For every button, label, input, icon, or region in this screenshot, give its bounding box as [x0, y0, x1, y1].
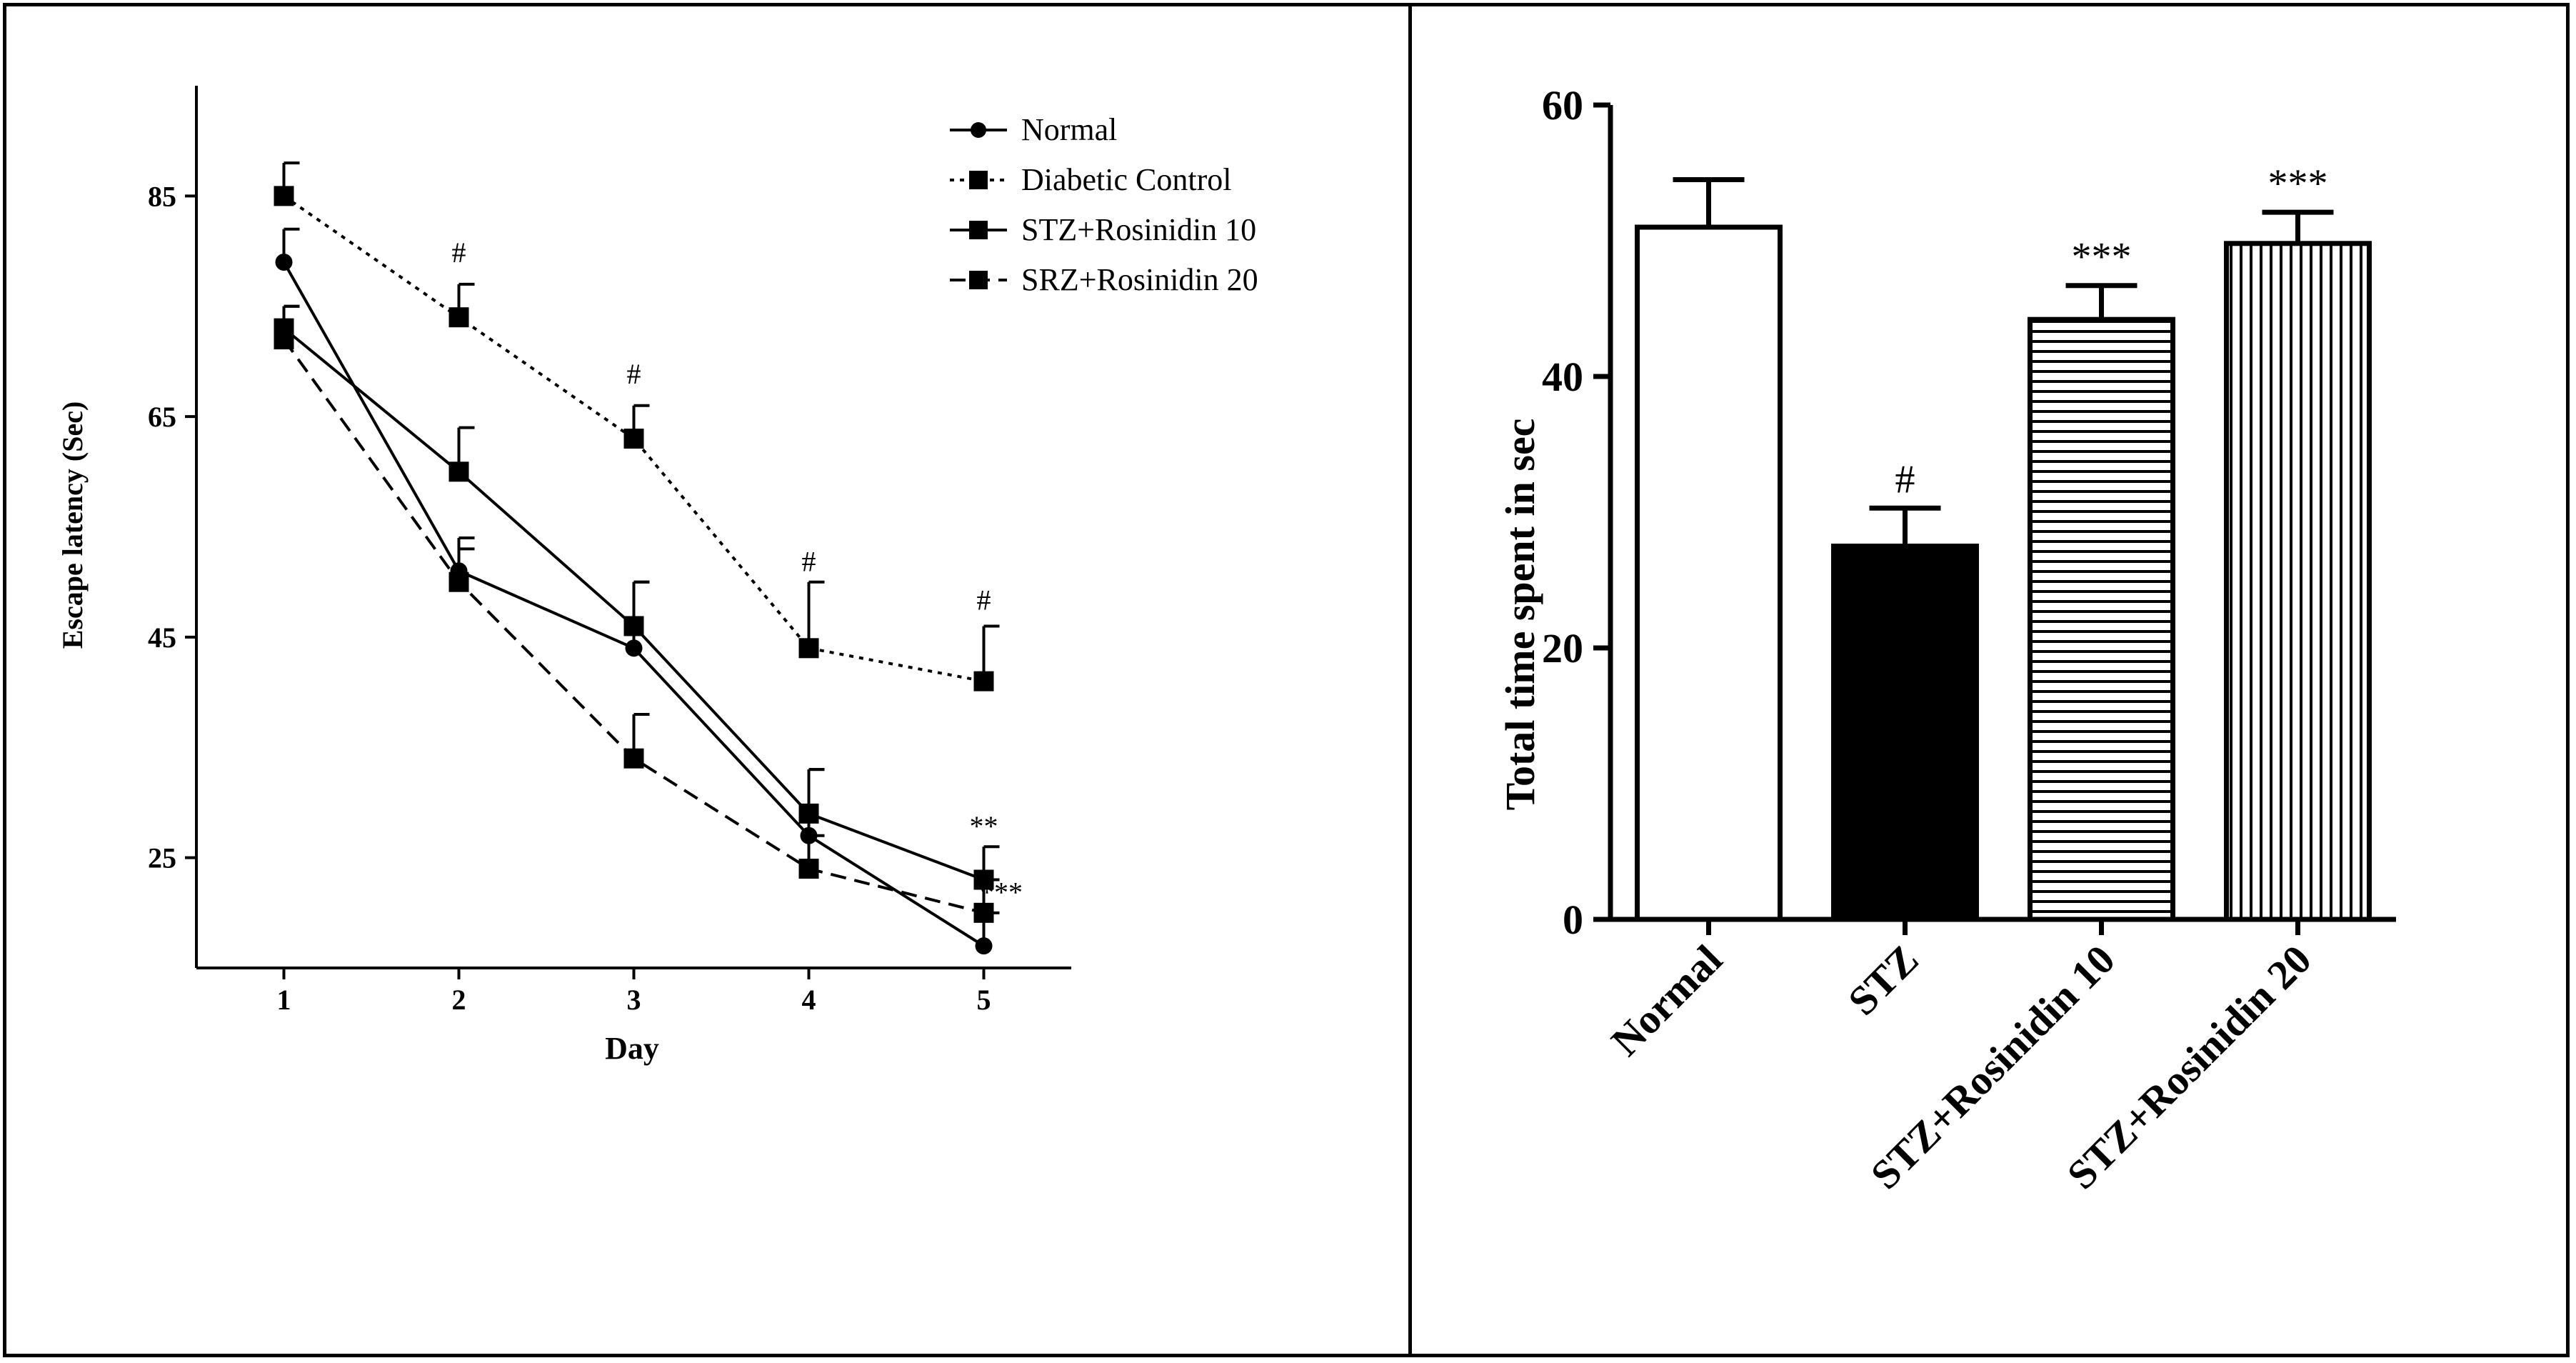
bar-category-label: Normal [1602, 936, 1730, 1064]
series-line [283, 194, 984, 683]
legend-marker [969, 221, 988, 239]
bar-chart-y-tick-label: 40 [1542, 354, 1583, 400]
line-chart-y-tick-label: 25 [148, 842, 176, 874]
data-point [973, 902, 994, 923]
line-chart-x-tick-label: 2 [452, 984, 466, 1016]
data-point [448, 307, 469, 328]
significance-marker: *** [2072, 235, 2132, 279]
data-point [448, 571, 469, 592]
significance-marker: # [627, 358, 641, 390]
line-chart-series [274, 161, 1000, 955]
line-chart-legend: Normal Diabetic Control STZ+Rosinidin 10 SR… [950, 112, 1258, 297]
legend-label: STZ+Rosinidin 10 [1021, 212, 1256, 247]
legend-marker [969, 171, 988, 189]
legend-marker [969, 271, 988, 289]
figure-frame [3, 3, 2570, 1357]
significance-marker: ** [970, 810, 998, 842]
bar-chart-y-tick-label: 0 [1563, 897, 1583, 943]
line-chart-x-tick-label: 3 [627, 984, 641, 1016]
significance-marker: *** [980, 876, 1023, 908]
data-point [623, 429, 644, 449]
bar [1831, 544, 1979, 922]
data-point [625, 639, 643, 657]
line-chart-y-axis-label: Escape latency (Sec) [56, 401, 89, 649]
line-series-2 [274, 304, 1000, 890]
data-point [798, 638, 819, 659]
significance-marker: # [802, 545, 816, 577]
line-chart-y-tick-label: 45 [148, 621, 176, 654]
significance-marker: # [452, 236, 466, 269]
significance-marker: # [1895, 457, 1915, 501]
bar [2028, 316, 2175, 922]
line-chart-x-axis-label: Day [605, 1031, 659, 1066]
bar-chart-y-axis-label: Total time spent in sec [1497, 419, 1543, 811]
legend-label: SRZ+Rosinidin 20 [1021, 262, 1258, 297]
bar-group: Normal [1602, 177, 1783, 1065]
bar-chart-bars: Normal#STZ***STZ+Rosinidin 10***STZ+Rosi… [1602, 161, 2372, 1198]
line-series-1 [274, 161, 1000, 692]
panel-divider [1408, 3, 1412, 1357]
line-series-3 [274, 304, 1000, 923]
line-chart-x-tick-label: 5 [977, 984, 991, 1016]
line-chart-x-tick-label: 1 [277, 984, 291, 1016]
data-point [448, 461, 469, 482]
legend-label: Diabetic Control [1021, 162, 1232, 197]
legend-label: Normal [1021, 112, 1117, 147]
bar [1635, 224, 1783, 922]
significance-marker: *** [2268, 161, 2328, 206]
data-point [274, 186, 294, 206]
line-chart-x-tick-label: 4 [802, 984, 816, 1016]
line-chart-y-tick-label: 85 [148, 180, 176, 212]
data-point [274, 329, 294, 350]
data-point [275, 254, 293, 271]
data-point [623, 616, 644, 636]
line-chart-annotations: ####***** [452, 236, 1023, 908]
bar-chart-y-tick-label: 60 [1542, 82, 1583, 129]
data-point [798, 859, 819, 879]
legend-marker [971, 122, 986, 138]
data-point [798, 803, 819, 824]
line-chart-y-tick-label: 65 [148, 401, 176, 433]
data-point [623, 748, 644, 769]
bar-category-label: STZ [1839, 936, 1927, 1024]
significance-marker: # [977, 584, 991, 616]
bar [2224, 241, 2372, 922]
bar-group: # STZ [1831, 457, 1979, 1024]
bar-chart-y-tick-label: 20 [1542, 625, 1583, 671]
data-point [975, 937, 993, 955]
data-point [973, 671, 994, 692]
